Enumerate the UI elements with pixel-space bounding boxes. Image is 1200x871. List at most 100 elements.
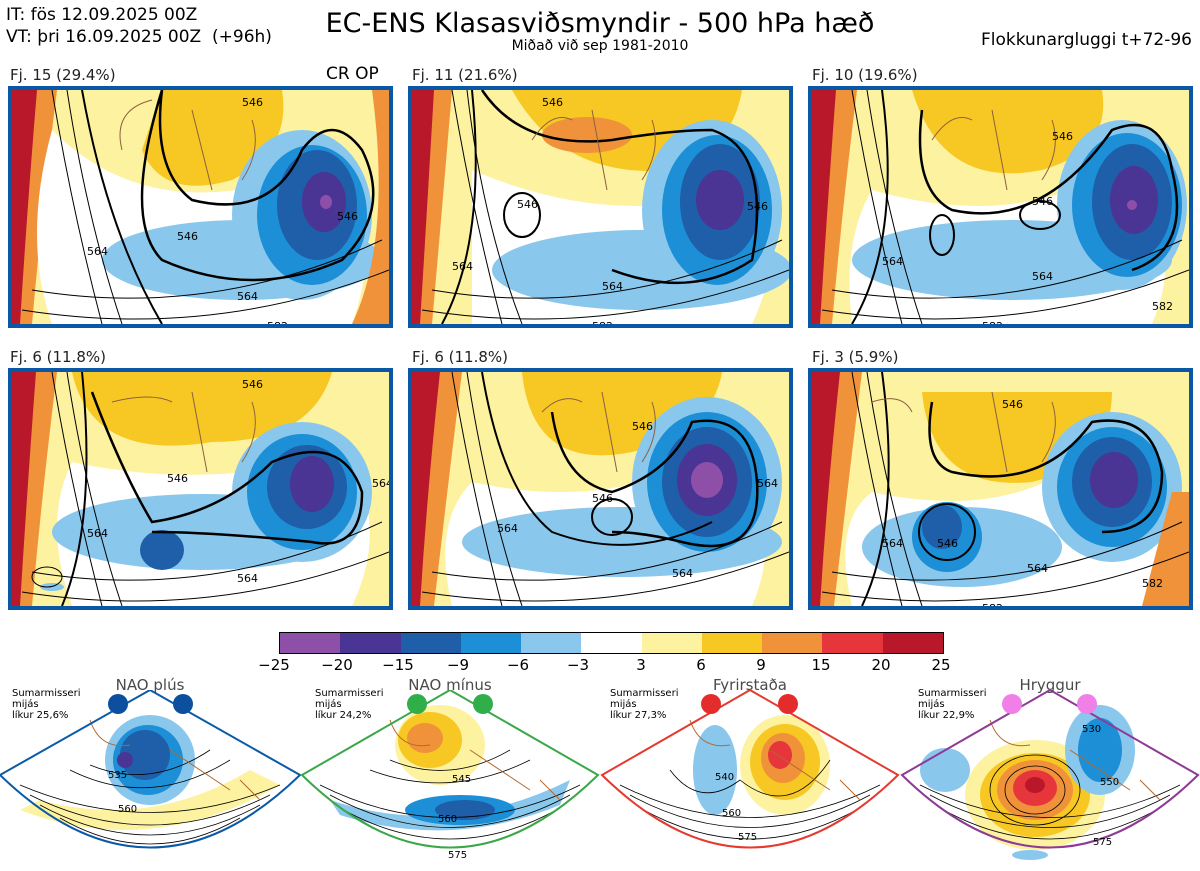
regime-note-nao-minus: Sumarmisseri mijás líkur 24,2%: [315, 688, 384, 721]
init-time: IT: fös 12.09.2025 00Z: [6, 5, 198, 25]
panel-5-label: Fj. 6 (11.8%): [412, 348, 508, 366]
panel-4-contour-label: 564: [237, 572, 258, 585]
panel-3-contour-label: 546: [1052, 130, 1073, 143]
blocking-contour: 575: [738, 832, 757, 843]
panel-5-contour-label: 546: [592, 492, 613, 505]
panel-1-tag: CR OP: [326, 64, 379, 84]
panel-6-contour-label: 546: [937, 537, 958, 550]
panel-5-contour-label: 564: [672, 567, 693, 580]
panel-1-contour-label: 564: [237, 290, 258, 303]
nao-minus-contour: 545: [452, 774, 471, 785]
panel-4-contour-label: 546: [167, 472, 188, 485]
panel-1-label: Fj. 15 (29.4%): [10, 66, 116, 84]
regime-title-blocking: Fyrirstaða: [713, 676, 787, 694]
panel-3-contour-label: 564: [1032, 270, 1053, 283]
map-title: EC-ENS Klasasviðsmyndir - 500 hPa hæð: [325, 8, 875, 39]
colorbar-tick: −9: [446, 656, 470, 674]
classification-window: Flokkunargluggi t+72-96: [980, 30, 1192, 50]
panel-6-contour-label: 582: [982, 602, 1003, 606]
nao-plus-contour: 535: [108, 770, 127, 781]
colorbar-swatch: [581, 633, 642, 653]
colorbar-tick: 6: [696, 656, 706, 674]
panel-5-contour-label: 564: [757, 477, 778, 490]
map-subtitle: Miðað við sep 1981-2010: [511, 38, 689, 54]
regime-maps: 535 560 545 560 575 540 560 5: [0, 690, 1200, 861]
panel-3-contour-label: 564: [882, 255, 903, 268]
ridge-contour: 530: [1082, 724, 1101, 735]
panel-4-contour-label: 564: [372, 477, 389, 490]
regime-ridge: 530 550 575: [900, 690, 1200, 860]
nao-minus-contour: 560: [438, 814, 457, 825]
colorbar-tick: 9: [756, 656, 766, 674]
panel-4-contour-label: 546: [242, 378, 263, 391]
panel-3-contour-label: 546: [1032, 195, 1053, 208]
regime-note-blocking: Sumarmisseri mijás líkur 27,3%: [610, 688, 679, 721]
ridge-contour: 550: [1100, 777, 1119, 788]
cluster-map-4: 546 546 564 564 582 564: [8, 368, 393, 610]
colorbar-swatch: [762, 633, 823, 653]
cluster-map-5: 546 546 564 564 582 564: [408, 368, 793, 610]
colorbar-swatch: [701, 633, 763, 653]
panel-6-contour-label: 582: [1142, 577, 1163, 590]
valid-time: VT: þri 16.09.2025 00Z (+96h): [6, 27, 272, 47]
panel-1-contour-label: 546: [242, 96, 263, 109]
colorbar-tick: −25: [258, 656, 290, 674]
colorbar-swatch: [280, 633, 341, 653]
colorbar-swatch: [822, 633, 883, 653]
panel-5-contour-label: 582: [682, 604, 703, 606]
panel-6-contour-label: 564: [882, 537, 903, 550]
blocking-contour: 560: [722, 808, 741, 819]
regime-note-ridge: Sumarmisseri mijás líkur 22,9%: [918, 688, 987, 721]
colorbar-tick: 15: [811, 656, 831, 674]
regime-nao-plus: 535 560: [0, 690, 302, 849]
regime-blocking: 540 560 575: [600, 690, 900, 849]
panel-2-contour-label: 564: [452, 260, 473, 273]
panel-3-contour-label: 582: [982, 320, 1003, 324]
ridge-contour: 575: [1093, 837, 1112, 848]
panel-3-contour-label: 582: [1152, 300, 1173, 313]
panel-6-contour-label: 546: [1002, 398, 1023, 411]
colorbar-tick: 3: [636, 656, 646, 674]
panel-1-contour-label: 582: [267, 320, 288, 324]
panel-3-label: Fj. 10 (19.6%): [812, 66, 918, 84]
regime-title-nao-plus: NAO plús: [115, 676, 185, 694]
panel-4-label: Fj. 6 (11.8%): [10, 348, 106, 366]
panel-2-contour-label: 546: [747, 200, 768, 213]
colorbar-swatch: [882, 633, 943, 653]
panel-1-contour-label: 564: [87, 245, 108, 258]
panel-2-contour-label: 546: [517, 198, 538, 211]
regime-title-ridge: Hryggur: [1019, 676, 1081, 694]
colorbar-tick: −15: [382, 656, 414, 674]
panel-5-contour-label: 564: [497, 522, 518, 535]
colorbar-tick: −20: [321, 656, 353, 674]
colorbar-swatch: [641, 633, 702, 653]
regime-nao-minus: 545 560 575: [300, 690, 600, 861]
cluster-map-2: 546 546 564 564 582 546: [408, 86, 793, 328]
panel-2-label: Fj. 11 (21.6%): [412, 66, 518, 84]
panel-4-contour-label: 564: [87, 527, 108, 540]
regime-note-nao-plus: Sumarmisseri mijás líkur 25,6%: [12, 688, 81, 721]
cluster-map-6: 546 546 564 564 582 582: [808, 368, 1193, 610]
header-info: IT: fös 12.09.2025 00Z VT: þri 16.09.2025…: [6, 4, 272, 48]
colorbar-tick: 25: [931, 656, 951, 674]
panel-2-contour-label: 564: [602, 280, 623, 293]
cluster-map-1: 546 546 564 564 582 546: [8, 86, 393, 328]
regime-title-nao-minus: NAO mínus: [408, 676, 492, 694]
panel-6-contour-label: 564: [1027, 562, 1048, 575]
nao-plus-contour: 560: [118, 804, 137, 815]
colorbar-tick: −6: [506, 656, 530, 674]
colorbar-tick: 20: [871, 656, 891, 674]
colorbar-swatch: [400, 633, 461, 653]
panel-6-label: Fj. 3 (5.9%): [812, 348, 899, 366]
panel-2-contour-label: 546: [542, 96, 563, 109]
colorbar-swatch: [340, 633, 401, 653]
colorbar-swatch: [521, 633, 582, 653]
colorbar-tick: −3: [566, 656, 590, 674]
panel-4-contour-label: 582: [270, 604, 291, 606]
nao-minus-contour: 575: [448, 850, 467, 861]
blocking-contour: 540: [715, 772, 734, 783]
colorbar-swatch: [460, 633, 522, 653]
colorbar: [279, 632, 944, 654]
panel-1-contour-label: 546: [177, 230, 198, 243]
cluster-map-3: 546 546 564 564 582 582: [808, 86, 1193, 328]
